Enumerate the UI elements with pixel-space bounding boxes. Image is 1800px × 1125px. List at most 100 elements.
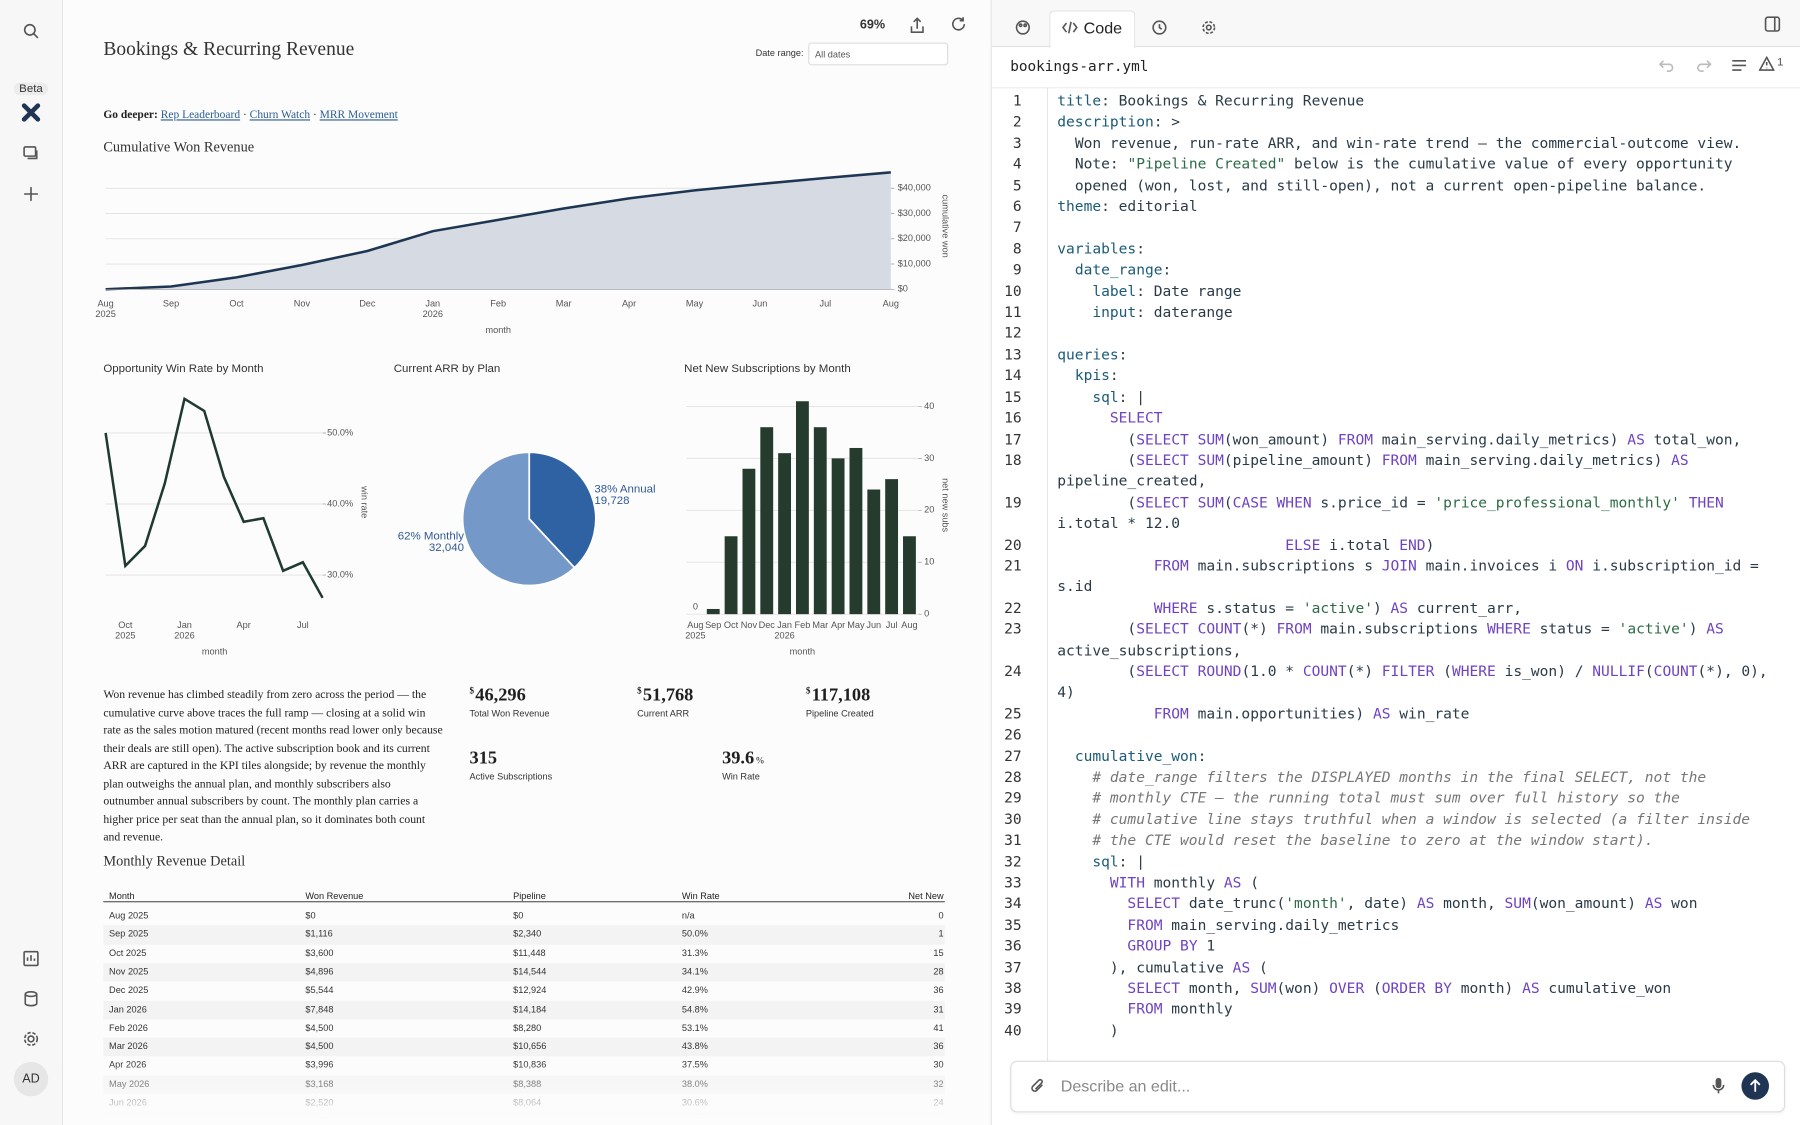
x-tick-year: 2026	[774, 630, 794, 640]
line-number: 16	[1004, 408, 1022, 427]
line-number: 22	[1004, 598, 1022, 617]
table-cell: $2,340	[513, 929, 542, 940]
theme-tab[interactable]	[1015, 20, 1031, 36]
y-tick-label: 40	[924, 401, 934, 411]
bar	[796, 401, 809, 615]
line-number: 1	[1012, 91, 1022, 110]
line-number: 13	[1004, 345, 1022, 363]
refresh-icon[interactable]	[951, 16, 967, 32]
x-tick-year: 2025	[685, 630, 705, 640]
x-tick-label: Feb	[795, 620, 811, 630]
x-tick-label: Aug	[883, 299, 899, 309]
x-tick-label: Aug	[687, 620, 703, 630]
code-text: title: Bookings & Recurring Revenue	[1057, 91, 1365, 110]
dashboard-title: Bookings & Recurring Revenue	[103, 37, 355, 60]
chat-input[interactable]	[1010, 1060, 1786, 1113]
row-stripe	[103, 1037, 945, 1057]
warning-count[interactable]: 1	[1777, 56, 1784, 69]
line-number: 5	[1012, 176, 1022, 194]
date-range-select[interactable]: All dates	[808, 42, 949, 66]
table-cell: $4,896	[305, 966, 334, 977]
code-line: 31 # the CTE would reset the baseline to…	[993, 830, 1797, 851]
code-line: 2 description: >	[993, 112, 1797, 133]
link[interactable]: MRR Movement	[319, 109, 398, 122]
code-text: (SELECT SUM(won_amount) FROM main_servin…	[1057, 429, 1742, 448]
y-axis-label: cumulative won	[940, 195, 950, 258]
column-header: Month	[109, 890, 135, 902]
send-button[interactable]	[1740, 1071, 1770, 1101]
line-number: 17	[1004, 429, 1022, 448]
table-cell: 31	[933, 1003, 944, 1015]
code-text: sql: |	[1092, 852, 1145, 870]
x-tick-label: May	[686, 299, 704, 309]
kpi: $117,108 Pipeline Created	[806, 685, 874, 718]
warning-icon[interactable]	[1758, 56, 1775, 71]
row-stripe	[103, 963, 945, 982]
column-header: Won Revenue	[305, 890, 364, 902]
table-cell: 43.8%	[681, 1041, 708, 1052]
line-number: 7	[1012, 218, 1022, 236]
gutter	[1046, 87, 1049, 1064]
add-icon[interactable]	[22, 185, 40, 203]
search-icon[interactable]	[22, 22, 40, 40]
redo[interactable]	[1696, 59, 1712, 73]
code-line: 13 queries:	[993, 344, 1797, 365]
mic-icon[interactable]	[1712, 1077, 1726, 1095]
logo-icon[interactable]	[21, 102, 42, 123]
avatar[interactable]: AD	[13, 1061, 49, 1097]
line-number: 21	[1004, 556, 1022, 574]
share-icon[interactable]	[909, 16, 925, 34]
settings-icon[interactable]	[22, 1030, 40, 1048]
history-tab[interactable]	[1151, 20, 1167, 36]
beta-badge: Beta	[13, 82, 49, 96]
bar	[867, 489, 881, 615]
kpi-number: 39.6	[722, 748, 755, 768]
x-tick-label: Nov	[741, 620, 758, 630]
kpi-label: Active Subscriptions	[469, 771, 553, 782]
zoom-level[interactable]: 69%	[859, 18, 886, 33]
y-tick-label: 30	[924, 453, 934, 463]
x-tick-label: Dec	[759, 620, 776, 630]
table-title: Monthly Revenue Detail	[103, 852, 246, 870]
panel-toggle[interactable]	[1764, 16, 1781, 32]
pie-slice	[461, 451, 576, 587]
charts: $0 $10,000 $20,000 $30,000 $40,000 cumulative…	[95, 171, 950, 656]
line-number: 26	[1004, 725, 1022, 743]
slice-label: 38% Annual	[594, 484, 655, 496]
code-line: 35 FROM main_serving.daily_metrics	[993, 915, 1797, 936]
undo[interactable]	[1658, 59, 1675, 73]
line-number: 23	[1004, 620, 1022, 638]
link[interactable]: Rep Leaderboard	[160, 109, 241, 122]
chart-title: Current ARR by Plan	[393, 362, 501, 376]
attach-icon[interactable]	[1030, 1078, 1046, 1094]
code-line: 36 GROUP BY 1	[993, 936, 1797, 957]
settings-tab[interactable]	[1201, 20, 1217, 36]
code-line: 27 cumulative_won:	[993, 746, 1797, 767]
kpi: $46,296 Total Won Revenue	[470, 685, 550, 718]
line-number: 35	[1004, 915, 1022, 934]
code-line: 21 FROM main.subscriptions s JOIN main.i…	[993, 556, 1797, 598]
table-cell: $10,656	[513, 1041, 547, 1052]
table-cell: $3,600	[305, 947, 334, 959]
code-text: FROM main.subscriptions s JOIN main.invo…	[1057, 556, 1768, 596]
code-line: 12	[993, 323, 1797, 344]
code-tab-label[interactable]: Code	[1083, 18, 1123, 37]
table-cell: Feb 2026	[109, 1022, 148, 1033]
kpi: $51,768 Current ARR	[637, 685, 693, 718]
database-icon[interactable]	[22, 990, 40, 1008]
kpi-label: Current ARR	[637, 708, 690, 719]
table-cell: $1,116	[305, 929, 333, 940]
link[interactable]: Churn Watch	[249, 109, 311, 122]
code-text: # monthly CTE — the running total must s…	[1057, 789, 1680, 807]
chat-placeholder[interactable]: Describe an edit...	[1060, 1076, 1191, 1096]
table-cell: 1	[938, 929, 944, 940]
kpi-number: 117,108	[811, 685, 871, 705]
format[interactable]	[1731, 59, 1747, 73]
chat-icon[interactable]	[22, 145, 40, 163]
code-line: 18 (SELECT SUM(pipeline_amount) FROM mai…	[993, 450, 1797, 492]
table-cell: Mar 2026	[109, 1041, 148, 1052]
table-cell: $11,448	[513, 947, 546, 959]
reports-icon[interactable]	[22, 949, 40, 967]
